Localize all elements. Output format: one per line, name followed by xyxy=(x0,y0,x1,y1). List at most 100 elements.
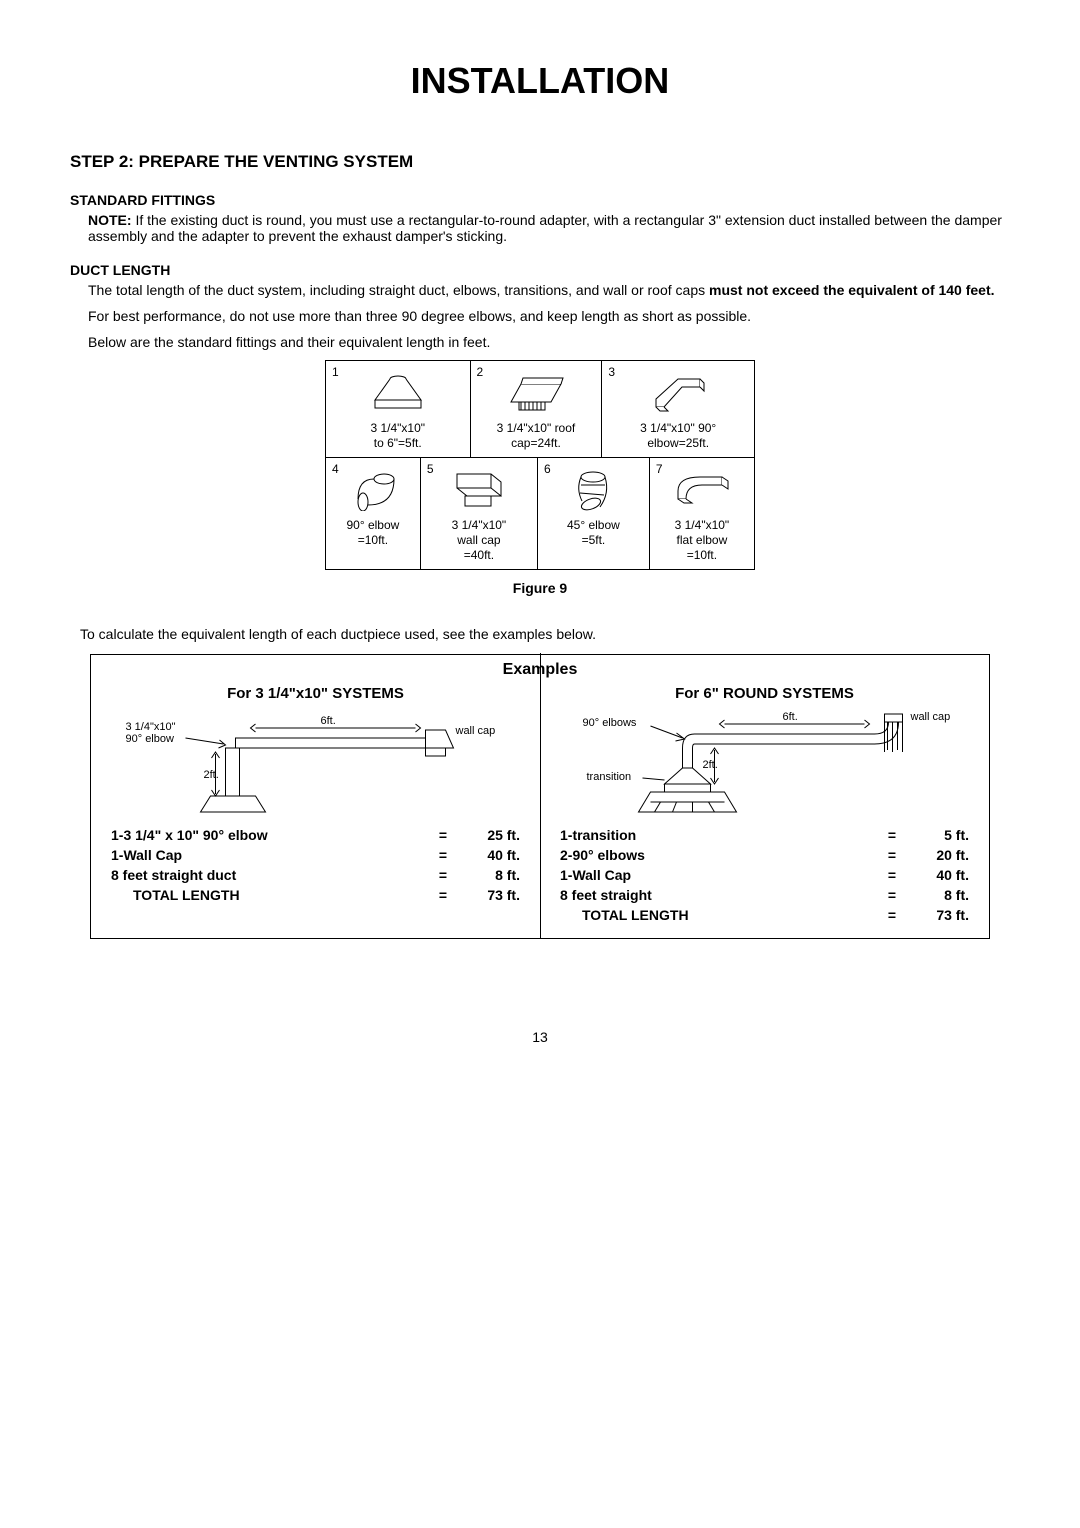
step-heading: STEP 2: PREPARE THE VENTING SYSTEM xyxy=(70,152,1010,172)
row-label: 1-3 1/4" x 10" 90° elbow xyxy=(111,826,426,844)
row-value: 25 ft. xyxy=(460,826,520,844)
table-row-total: TOTAL LENGTH=73 ft. xyxy=(111,886,520,904)
duct-length-p2: For best performance, do not use more th… xyxy=(70,308,1010,324)
fitting-label: to 6"=5ft. xyxy=(374,436,422,450)
svg-text:90° elbows: 90° elbows xyxy=(583,717,637,729)
fitting-cell-4: 4 90° elbow=10ft. xyxy=(326,458,421,570)
row-value: 5 ft. xyxy=(909,826,969,844)
equals: = xyxy=(877,866,907,884)
table-row: 1-Wall Cap=40 ft. xyxy=(111,846,520,864)
fitting-icon-transition xyxy=(332,365,464,421)
table-row: 8 feet straight=8 ft. xyxy=(560,886,969,904)
duct-length-p1: The total length of the duct system, inc… xyxy=(70,282,1010,298)
row-value: 8 ft. xyxy=(460,866,520,884)
fitting-label: =40ft. xyxy=(464,548,494,562)
fitting-cell-6: 6 45° elbow=5ft. xyxy=(538,458,650,570)
note-label: NOTE: xyxy=(88,212,132,228)
equals: = xyxy=(428,886,458,904)
example-left: For 3 1/4"x10" SYSTEMS xyxy=(91,681,540,938)
svg-text:90° elbow: 90° elbow xyxy=(126,733,174,745)
row-label: 2-90° elbows xyxy=(560,846,875,864)
svg-text:2ft.: 2ft. xyxy=(703,759,718,771)
equals: = xyxy=(877,826,907,844)
fitting-num: 7 xyxy=(656,462,663,476)
equals: = xyxy=(877,886,907,904)
svg-text:transition: transition xyxy=(587,771,632,783)
page-title: INSTALLATION xyxy=(70,60,1010,102)
fitting-label: =5ft. xyxy=(582,533,606,547)
table-row: 1-Wall Cap=40 ft. xyxy=(560,866,969,884)
svg-text:3 1/4"x10": 3 1/4"x10" xyxy=(126,721,176,733)
svg-text:6ft.: 6ft. xyxy=(321,715,336,727)
fitting-num: 6 xyxy=(544,462,551,476)
row-label: 8 feet straight duct xyxy=(111,866,426,884)
equals: = xyxy=(877,906,907,924)
equals: = xyxy=(428,846,458,864)
row-value: 20 ft. xyxy=(909,846,969,864)
example-right: For 6" ROUND SYSTEMS xyxy=(540,681,989,938)
fitting-label: 3 1/4"x10" 90° xyxy=(640,421,716,435)
fitting-label: 3 1/4"x10" xyxy=(675,518,730,532)
duct-length-heading: DUCT LENGTH xyxy=(70,262,1010,278)
divider xyxy=(540,653,541,938)
total-value: 73 ft. xyxy=(460,886,520,904)
fitting-label: 3 1/4"x10" roof xyxy=(497,421,576,435)
equals: = xyxy=(877,846,907,864)
fitting-icon-45elbow xyxy=(544,462,643,518)
row-value: 40 ft. xyxy=(909,866,969,884)
table-row: 1-transition=5 ft. xyxy=(560,826,969,844)
table-row: 2-90° elbows=20 ft. xyxy=(560,846,969,864)
fitting-label: elbow=25ft. xyxy=(647,436,709,450)
table-row: 8 feet straight duct=8 ft. xyxy=(111,866,520,884)
row-label: 1-Wall Cap xyxy=(560,866,875,884)
fitting-cell-5: 5 3 1/4"x10"wall cap=40ft. xyxy=(420,458,537,570)
fitting-cell-2: 2 3 1/4"x10" roofcap=24ft. xyxy=(470,361,602,458)
fitting-icon-wallcap xyxy=(427,462,531,518)
fitting-cell-1: 1 3 1/4"x10"to 6"=5ft. xyxy=(326,361,471,458)
total-value: 73 ft. xyxy=(909,906,969,924)
fitting-label: 3 1/4"x10" xyxy=(370,421,425,435)
fitting-num: 1 xyxy=(332,365,339,379)
fitting-label: 45° elbow xyxy=(567,518,620,532)
fitting-label: =10ft. xyxy=(687,548,717,562)
fitting-icon-flat-elbow xyxy=(656,462,748,518)
fitting-label: =10ft. xyxy=(358,533,388,547)
svg-text:wall cap: wall cap xyxy=(455,725,496,737)
left-system-title: For 3 1/4"x10" SYSTEMS xyxy=(109,685,522,702)
row-label: 1-transition xyxy=(560,826,875,844)
row-value: 40 ft. xyxy=(460,846,520,864)
table-row: 1-3 1/4" x 10" 90° elbow=25 ft. xyxy=(111,826,520,844)
duct-length-p3: Below are the standard fittings and thei… xyxy=(70,334,1010,350)
right-system-title: For 6" ROUND SYSTEMS xyxy=(558,685,971,702)
right-diagram: 90° elbows 6ft. wall cap transition 2ft. xyxy=(558,708,971,816)
fitting-label: wall cap xyxy=(457,533,500,547)
fitting-label: cap=24ft. xyxy=(511,436,561,450)
total-label: TOTAL LENGTH xyxy=(560,906,875,924)
fitting-num: 5 xyxy=(427,462,434,476)
fitting-label: 90° elbow xyxy=(346,518,399,532)
row-label: 1-Wall Cap xyxy=(111,846,426,864)
fitting-label: flat elbow xyxy=(677,533,728,547)
page-number: 13 xyxy=(70,1029,1010,1045)
table-row-total: TOTAL LENGTH=73 ft. xyxy=(560,906,969,924)
calc-intro: To calculate the equivalent length of ea… xyxy=(80,626,1010,642)
fitting-cell-3: 3 3 1/4"x10" 90°elbow=25ft. xyxy=(602,361,755,458)
fitting-label: 3 1/4"x10" xyxy=(452,518,507,532)
fitting-icon-roofcap xyxy=(477,365,596,421)
figure-caption: Figure 9 xyxy=(70,580,1010,596)
row-label: 8 feet straight xyxy=(560,886,875,904)
svg-text:wall cap: wall cap xyxy=(910,711,951,723)
examples-title: Examples xyxy=(91,661,989,679)
note-text: If the existing duct is round, you must … xyxy=(88,212,1002,244)
equals: = xyxy=(428,866,458,884)
svg-text:2ft.: 2ft. xyxy=(204,769,219,781)
duct-length-p1a: The total length of the duct system, inc… xyxy=(88,282,709,298)
equals: = xyxy=(428,826,458,844)
left-calc-table: 1-3 1/4" x 10" 90° elbow=25 ft. 1-Wall C… xyxy=(109,824,522,906)
fitting-cell-7: 7 3 1/4"x10"flat elbow=10ft. xyxy=(649,458,754,570)
right-calc-table: 1-transition=5 ft. 2-90° elbows=20 ft. 1… xyxy=(558,824,971,926)
note-paragraph: NOTE: If the existing duct is round, you… xyxy=(70,212,1010,244)
standard-fittings-heading: STANDARD FITTINGS xyxy=(70,192,1010,208)
fittings-grid: 1 3 1/4"x10"to 6"=5ft. 2 xyxy=(325,360,755,570)
total-label: TOTAL LENGTH xyxy=(111,886,426,904)
